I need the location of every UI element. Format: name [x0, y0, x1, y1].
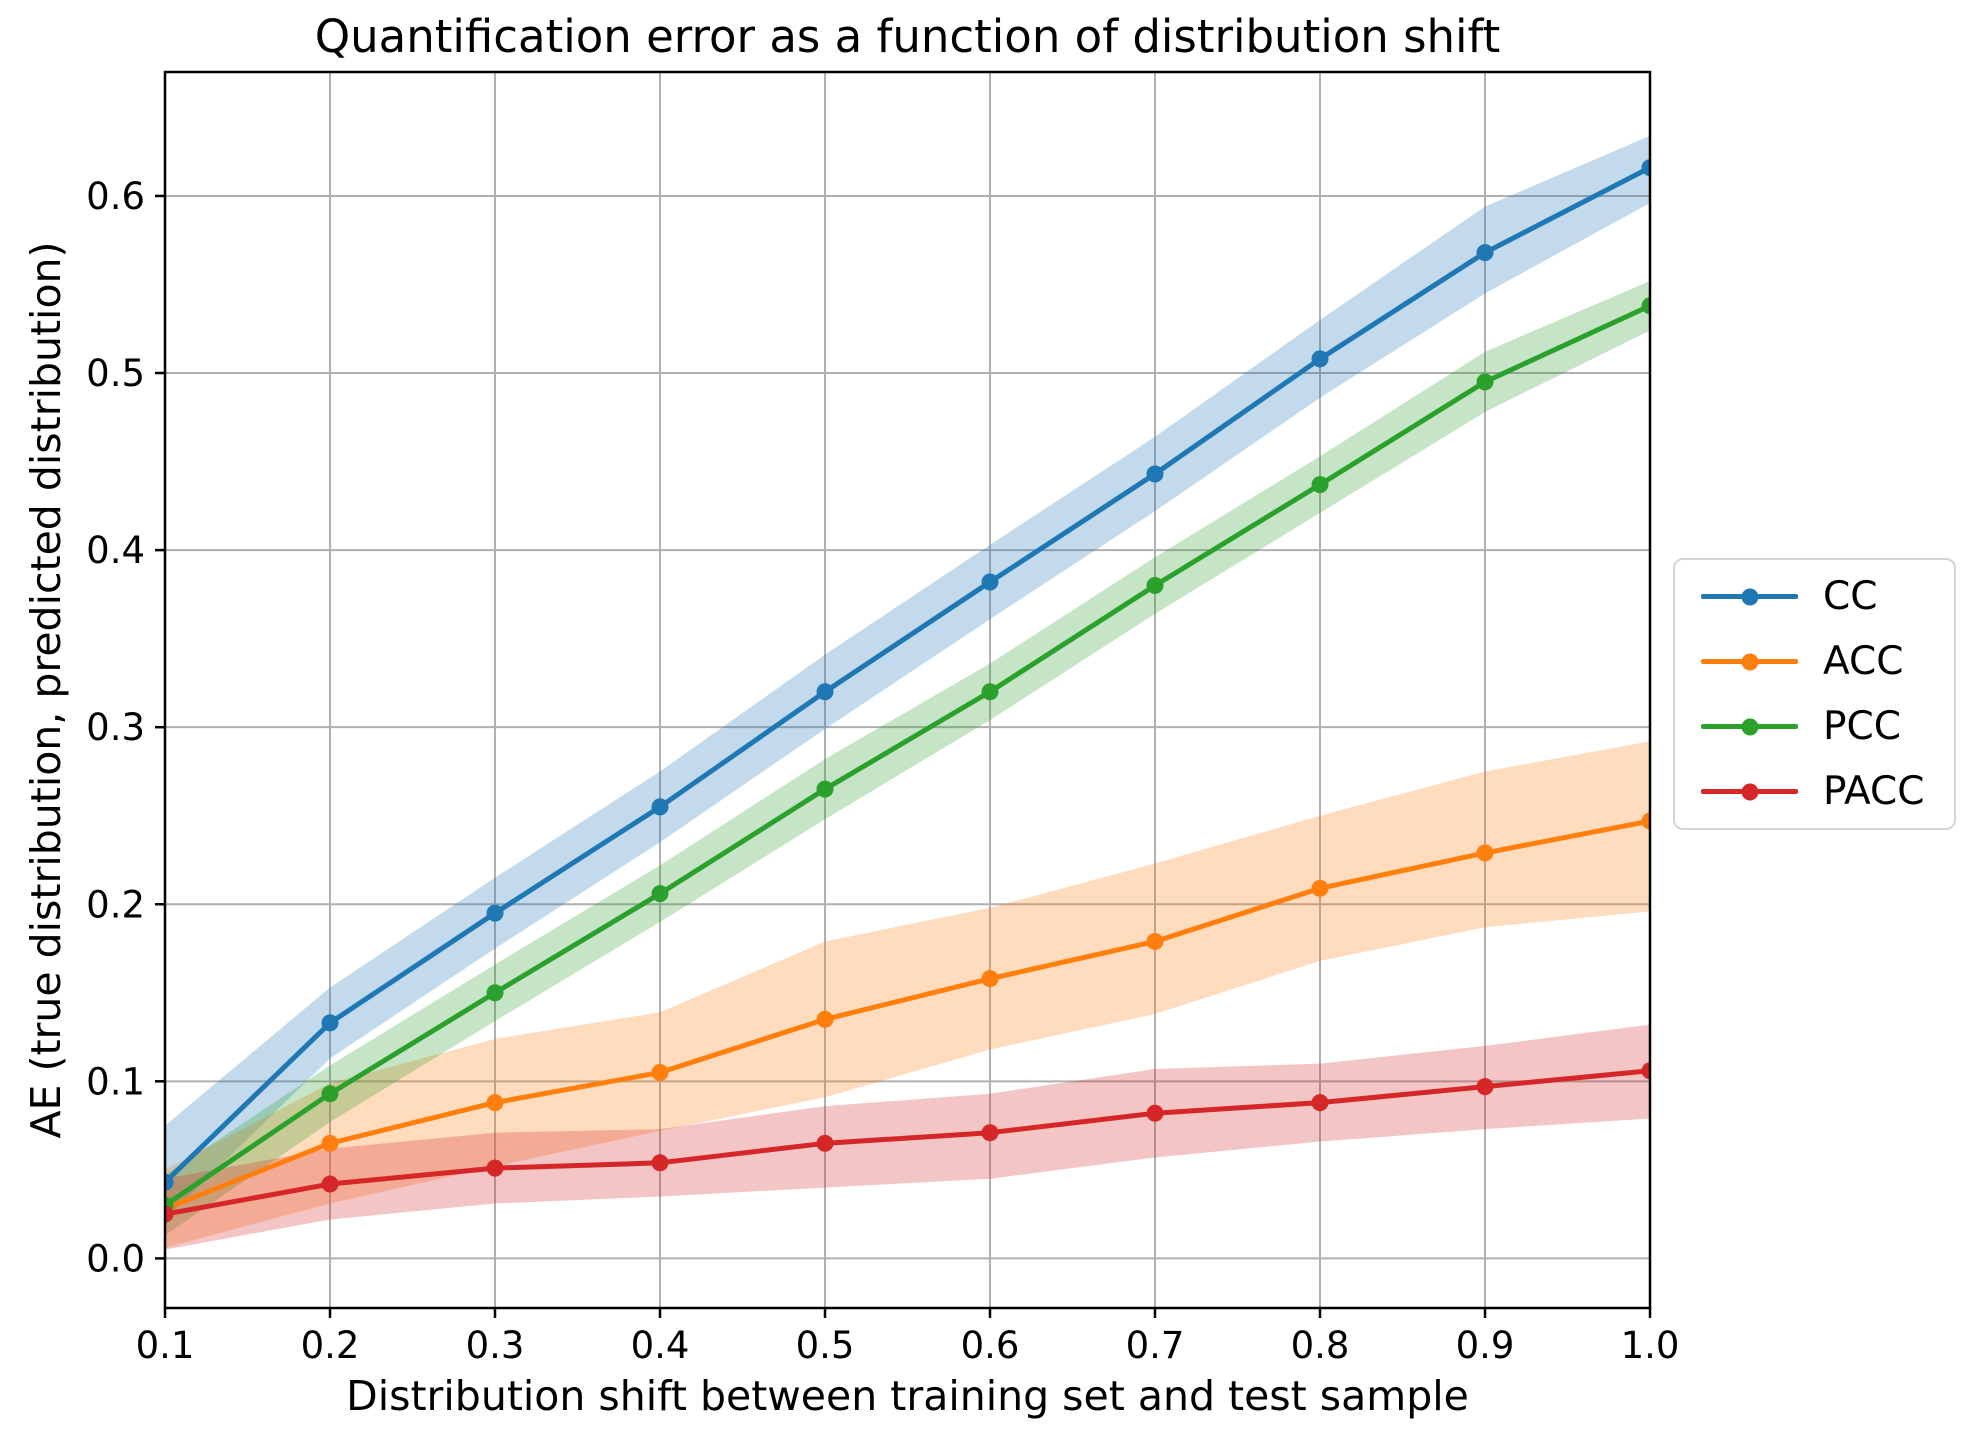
marker-acc	[1311, 879, 1329, 897]
x-tick-label: 0.2	[301, 1324, 360, 1367]
legend-item-cc: CC	[1675, 565, 1954, 629]
y-tick-label: 0.4	[86, 529, 145, 572]
marker-acc	[321, 1134, 339, 1152]
marker-pcc	[486, 984, 504, 1002]
marker-pcc	[1641, 297, 1650, 315]
marker-acc	[651, 1063, 669, 1081]
legend-dot-icon	[1741, 588, 1758, 605]
legend-label: PCC	[1823, 704, 1901, 749]
y-tick-label: 0.1	[86, 1060, 145, 1103]
marker-cc	[1641, 159, 1650, 177]
x-tick-label: 0.4	[631, 1324, 690, 1367]
x-tick-label: 0.3	[466, 1324, 525, 1367]
band-cc	[165, 135, 1650, 1220]
marker-acc	[1146, 932, 1164, 950]
marker-cc	[1476, 244, 1494, 262]
plot-area	[165, 135, 1650, 1250]
marker-pacc	[165, 1205, 174, 1223]
marker-acc	[981, 970, 999, 988]
line-pacc	[165, 1068, 1650, 1217]
marker-pcc	[321, 1085, 339, 1103]
marker-pcc	[1476, 373, 1494, 391]
legend-item-pcc: PCC	[1675, 695, 1954, 759]
marker-pacc	[981, 1124, 999, 1142]
legend-item-pacc: PACC	[1675, 760, 1954, 824]
legend-label: PACC	[1823, 769, 1925, 814]
y-tick-label: 0.0	[86, 1237, 145, 1280]
marker-cc	[321, 1014, 339, 1032]
x-tick-label: 0.8	[1291, 1324, 1350, 1367]
y-tick-label: 0.6	[86, 175, 145, 218]
legend-swatch-cc	[1701, 588, 1798, 605]
marker-pcc	[651, 885, 669, 903]
marker-pacc	[1476, 1078, 1494, 1096]
marker-pacc	[1146, 1104, 1164, 1122]
axis-ticks: 0.1 0.2 0.3 0.4 0.5 0.6 0.7 0.8 0.9 1.0 0.0 0.1 0.2 0…	[86, 175, 1679, 1367]
chart-title: Quantification error as a function of di…	[314, 10, 1501, 63]
legend-swatch-acc	[1701, 653, 1798, 670]
x-tick-label: 0.6	[961, 1324, 1020, 1367]
x-tick-label: 1.0	[1621, 1324, 1680, 1367]
marker-pacc	[816, 1134, 834, 1152]
legend-label: CC	[1823, 574, 1878, 619]
marker-pacc	[651, 1154, 669, 1172]
line-pcc	[165, 303, 1650, 1208]
x-tick-label: 0.9	[1456, 1324, 1515, 1367]
marker-cc	[165, 1173, 174, 1191]
legend-label: ACC	[1823, 639, 1904, 684]
band-pcc	[165, 280, 1650, 1236]
marker-cc	[981, 573, 999, 591]
marker-pcc	[1311, 476, 1329, 494]
marker-acc	[816, 1010, 834, 1028]
legend-dot-icon	[1741, 718, 1758, 735]
marker-pcc	[1146, 577, 1164, 595]
line-cc	[165, 165, 1650, 1185]
y-tick-label: 0.2	[86, 883, 145, 926]
marker-pcc	[981, 683, 999, 701]
y-axis-label: AE (true distribution, predicted distrib…	[22, 241, 70, 1139]
legend-swatch-pcc	[1701, 718, 1798, 735]
line-acc	[165, 818, 1650, 1212]
x-tick-label: 0.5	[796, 1324, 855, 1367]
marker-acc	[1641, 812, 1650, 830]
marker-cc	[486, 904, 504, 922]
legend-dot-icon	[1741, 783, 1758, 800]
y-tick-label: 0.5	[86, 352, 145, 395]
marker-cc	[1146, 465, 1164, 483]
band-acc	[165, 741, 1650, 1248]
x-axis-label: Distribution shift between training set …	[346, 1372, 1469, 1420]
marker-cc	[816, 683, 834, 701]
legend-swatch-pacc	[1701, 783, 1798, 800]
legend-dot-icon	[1741, 653, 1758, 670]
marker-cc	[651, 798, 669, 816]
x-tick-label: 0.1	[136, 1324, 195, 1367]
marker-pacc	[1311, 1094, 1329, 1112]
marker-pacc	[486, 1159, 504, 1177]
x-tick-label: 0.7	[1126, 1324, 1185, 1367]
marker-cc	[1311, 350, 1329, 368]
axes-spines	[163, 70, 1652, 1310]
marker-pcc	[816, 780, 834, 798]
marker-acc	[1476, 844, 1494, 862]
legend-item-acc: ACC	[1675, 630, 1954, 694]
marker-acc	[486, 1094, 504, 1112]
y-tick-label: 0.3	[86, 706, 145, 749]
marker-pacc	[1641, 1062, 1650, 1080]
marker-pacc	[321, 1175, 339, 1193]
legend: CC ACC PCC PACC	[1673, 558, 1956, 830]
